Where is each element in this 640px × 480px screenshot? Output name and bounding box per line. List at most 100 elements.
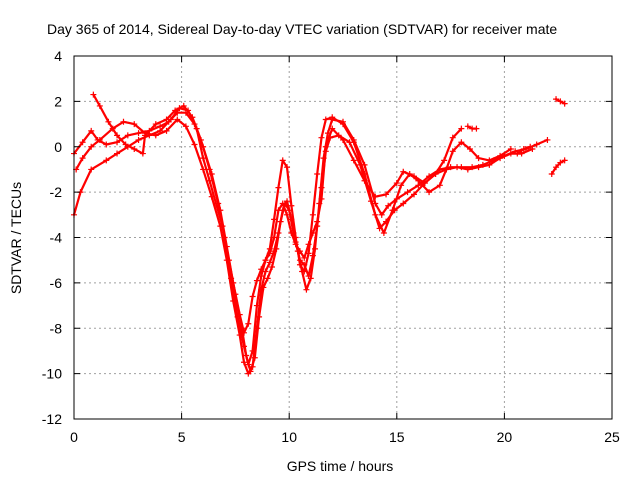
data-point <box>88 127 95 134</box>
axes: 0 5 10 15 20 25 -12 -10 -8 -6 -4 -2 0 2 4 <box>42 48 620 445</box>
x-tick-label: 15 <box>389 429 405 445</box>
data-point <box>88 166 95 173</box>
data-point <box>385 202 392 209</box>
data-point <box>398 182 405 189</box>
data-point <box>241 343 248 350</box>
data-point <box>411 173 418 180</box>
data-point <box>146 127 153 134</box>
data-point <box>454 164 461 171</box>
data-point <box>174 116 181 123</box>
data-point <box>284 164 291 171</box>
data-point <box>103 141 110 148</box>
data-point <box>441 157 448 164</box>
data-point <box>249 293 256 300</box>
series-layer <box>71 91 568 377</box>
data-point <box>475 164 482 171</box>
data-point <box>400 200 407 207</box>
data-point <box>389 207 396 214</box>
plot-frame <box>73 55 613 420</box>
data-point <box>264 275 271 282</box>
data-point <box>120 118 127 125</box>
data-point <box>114 150 121 157</box>
series-fragment-late <box>514 143 534 157</box>
grid <box>74 56 612 419</box>
data-point <box>135 136 142 143</box>
data-point <box>557 98 564 105</box>
y-tick-label: -4 <box>50 230 63 246</box>
data-point <box>275 184 282 191</box>
data-point <box>449 148 456 155</box>
data-point <box>275 229 282 236</box>
data-point <box>464 166 471 173</box>
data-point <box>527 143 534 150</box>
data-point <box>318 195 325 202</box>
series-fragment-mid <box>464 123 480 132</box>
data-point <box>114 132 121 139</box>
data-point <box>426 189 433 196</box>
data-point <box>249 363 256 370</box>
chart-title: Day 365 of 2014, Sidereal Day-to-day VTE… <box>47 21 557 37</box>
data-point <box>191 141 198 148</box>
data-point <box>378 211 385 218</box>
data-point <box>411 191 418 198</box>
data-point <box>103 157 110 164</box>
data-point <box>288 229 295 236</box>
data-point <box>318 134 325 141</box>
series-track-2-line <box>75 118 534 375</box>
data-point <box>544 136 551 143</box>
series-fragment-high <box>553 96 568 107</box>
y-tick-label: 0 <box>54 139 62 155</box>
data-point <box>90 91 97 98</box>
data-point <box>236 311 243 318</box>
data-point <box>157 123 164 130</box>
data-point <box>131 121 138 128</box>
data-point <box>96 102 103 109</box>
data-point <box>253 277 260 284</box>
data-point <box>322 143 329 150</box>
data-point <box>124 132 131 139</box>
data-point <box>305 241 312 248</box>
data-point <box>329 114 336 121</box>
data-point <box>292 241 299 248</box>
y-tick-label: -12 <box>42 411 62 427</box>
data-point <box>279 157 286 164</box>
x-tick-label: 0 <box>70 429 78 445</box>
data-point <box>142 132 149 139</box>
data-point <box>473 125 480 132</box>
data-point <box>458 139 465 146</box>
data-point <box>266 259 273 266</box>
y-tick-label: -6 <box>50 275 63 291</box>
series-track-4-line <box>72 111 463 334</box>
data-point <box>553 96 560 103</box>
data-point <box>152 121 159 128</box>
data-point <box>182 123 189 130</box>
data-point <box>350 139 357 146</box>
data-point <box>309 211 316 218</box>
data-point <box>131 146 138 153</box>
data-point <box>262 257 269 264</box>
data-point <box>271 248 278 255</box>
data-point <box>180 102 187 109</box>
data-point <box>279 200 286 207</box>
data-point <box>249 347 256 354</box>
data-point <box>520 146 527 153</box>
x-tick-label: 5 <box>178 429 186 445</box>
data-point <box>266 250 273 257</box>
data-point <box>268 263 275 270</box>
y-tick-label: -2 <box>50 184 63 200</box>
data-point <box>464 123 471 130</box>
data-point <box>553 164 560 171</box>
data-point <box>230 279 237 286</box>
y-tick-label: 2 <box>54 93 62 109</box>
data-point <box>200 155 207 162</box>
data-point <box>135 130 142 137</box>
data-point <box>305 273 312 280</box>
data-point <box>208 170 215 177</box>
data-point <box>94 136 101 143</box>
data-point <box>443 166 450 173</box>
data-point <box>421 180 428 187</box>
data-point <box>271 234 278 241</box>
data-point <box>314 170 321 177</box>
data-point <box>466 146 473 153</box>
data-point <box>561 100 568 107</box>
